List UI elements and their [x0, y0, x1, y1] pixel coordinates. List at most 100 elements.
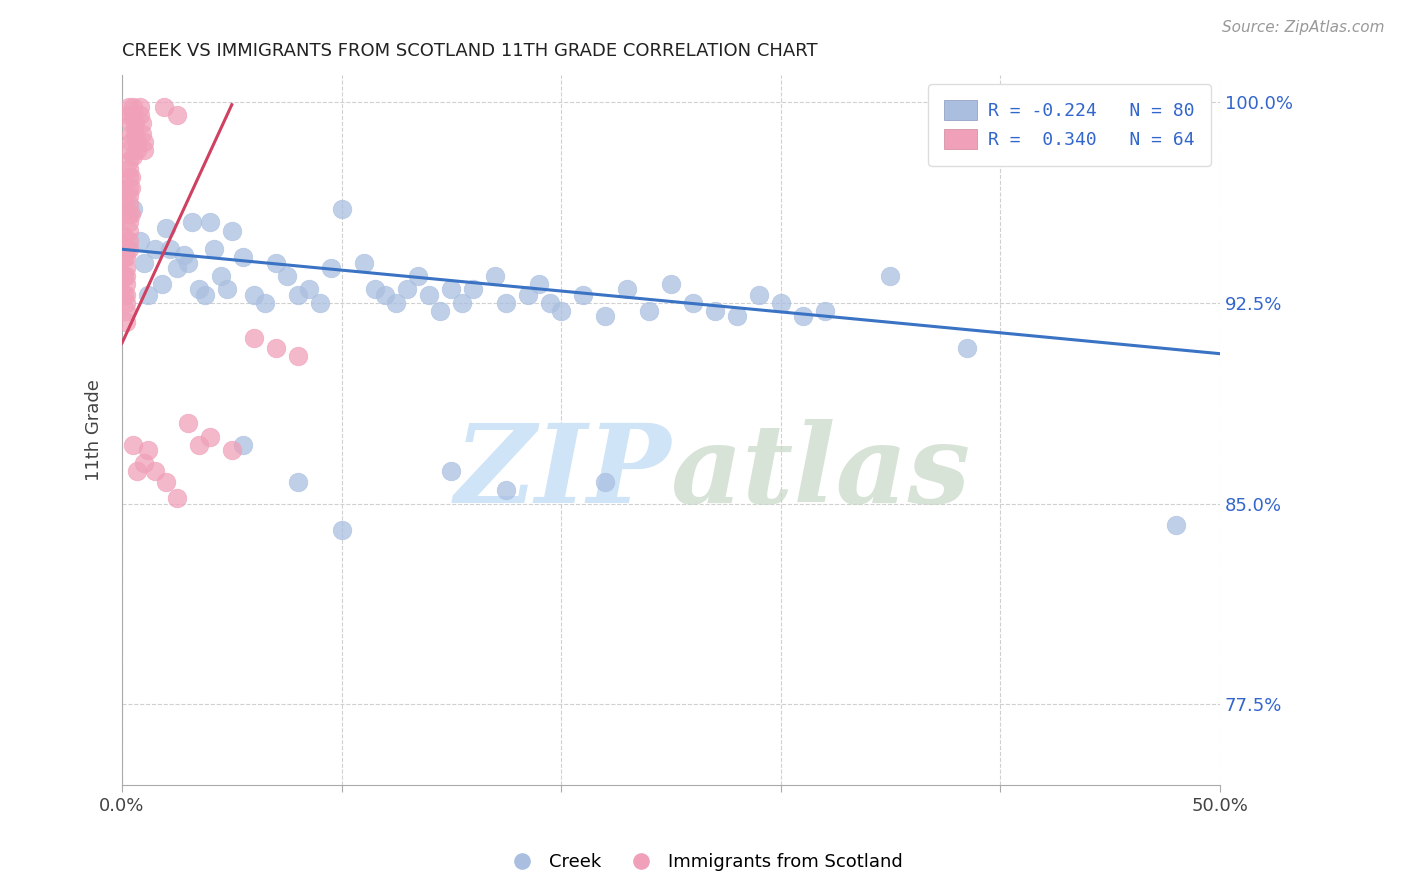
- Point: [117, 100, 139, 114]
- Point: [117, 215, 139, 229]
- Point: [120, 127, 142, 141]
- Point: [150, 277, 173, 291]
- Point: [112, 207, 135, 221]
- Point: [117, 143, 139, 157]
- Point: [187, 282, 209, 296]
- Point: [152, 100, 174, 114]
- Point: [117, 223, 139, 237]
- Point: [143, 465, 166, 479]
- Point: [353, 255, 375, 269]
- Point: [202, 242, 225, 256]
- Point: [287, 475, 309, 490]
- Point: [166, 491, 188, 506]
- Point: [703, 303, 725, 318]
- Point: [221, 223, 243, 237]
- Point: [538, 295, 561, 310]
- Point: [363, 282, 385, 296]
- Point: [209, 268, 232, 283]
- Point: [117, 207, 139, 221]
- Point: [138, 287, 160, 301]
- Point: [155, 475, 177, 490]
- Point: [117, 108, 139, 122]
- Point: [572, 287, 595, 301]
- Point: [429, 303, 451, 318]
- Point: [128, 100, 150, 114]
- Point: [242, 287, 264, 301]
- Point: [550, 303, 572, 318]
- Point: [115, 303, 138, 318]
- Point: [198, 430, 221, 444]
- Text: CREEK VS IMMIGRANTS FROM SCOTLAND 11TH GRADE CORRELATION CHART: CREEK VS IMMIGRANTS FROM SCOTLAND 11TH G…: [122, 42, 818, 60]
- Point: [112, 228, 135, 243]
- Text: Source: ZipAtlas.com: Source: ZipAtlas.com: [1222, 20, 1385, 35]
- Point: [484, 268, 506, 283]
- Point: [122, 438, 145, 452]
- Point: [138, 443, 160, 458]
- Point: [115, 277, 138, 291]
- Point: [124, 116, 146, 130]
- Point: [117, 180, 139, 194]
- Point: [879, 268, 901, 283]
- Point: [115, 260, 138, 275]
- Point: [117, 153, 139, 168]
- Point: [330, 202, 353, 216]
- Text: atlas: atlas: [671, 419, 972, 526]
- Point: [128, 108, 150, 122]
- Point: [155, 220, 177, 235]
- Point: [127, 143, 149, 157]
- Point: [115, 250, 138, 264]
- Point: [194, 287, 217, 301]
- Point: [232, 438, 254, 452]
- Point: [682, 295, 704, 310]
- Point: [166, 260, 188, 275]
- Point: [131, 116, 153, 130]
- Point: [253, 295, 276, 310]
- Point: [440, 465, 463, 479]
- Point: [385, 295, 408, 310]
- Point: [319, 260, 342, 275]
- Point: [287, 349, 309, 363]
- Point: [659, 277, 682, 291]
- Point: [128, 234, 150, 248]
- Point: [725, 309, 748, 323]
- Point: [132, 457, 155, 471]
- Point: [517, 287, 540, 301]
- Point: [115, 242, 138, 256]
- Point: [440, 282, 463, 296]
- Point: [593, 309, 616, 323]
- Point: [120, 116, 142, 130]
- Point: [748, 287, 770, 301]
- Point: [495, 483, 517, 498]
- Point: [122, 202, 145, 216]
- Point: [112, 287, 135, 301]
- Point: [638, 303, 661, 318]
- Point: [120, 169, 142, 184]
- Point: [177, 417, 200, 431]
- Point: [112, 268, 135, 283]
- Point: [593, 475, 616, 490]
- Point: [408, 268, 430, 283]
- Point: [451, 295, 474, 310]
- Point: [143, 242, 166, 256]
- Point: [115, 295, 138, 310]
- Point: [308, 295, 330, 310]
- Point: [374, 287, 396, 301]
- Point: [396, 282, 419, 296]
- Point: [115, 287, 138, 301]
- Point: [117, 169, 139, 184]
- Point: [117, 196, 139, 211]
- Point: [769, 295, 792, 310]
- Point: [120, 207, 142, 221]
- Point: [112, 250, 135, 264]
- Point: [124, 127, 146, 141]
- Point: [616, 282, 638, 296]
- Legend: R = -0.224   N = 80, R =  0.340   N = 64: R = -0.224 N = 80, R = 0.340 N = 64: [928, 84, 1211, 166]
- Point: [117, 242, 139, 256]
- Point: [122, 148, 145, 162]
- Point: [463, 282, 485, 296]
- Point: [198, 215, 221, 229]
- Point: [495, 295, 517, 310]
- Point: [217, 282, 239, 296]
- Point: [132, 135, 155, 149]
- Point: [418, 287, 440, 301]
